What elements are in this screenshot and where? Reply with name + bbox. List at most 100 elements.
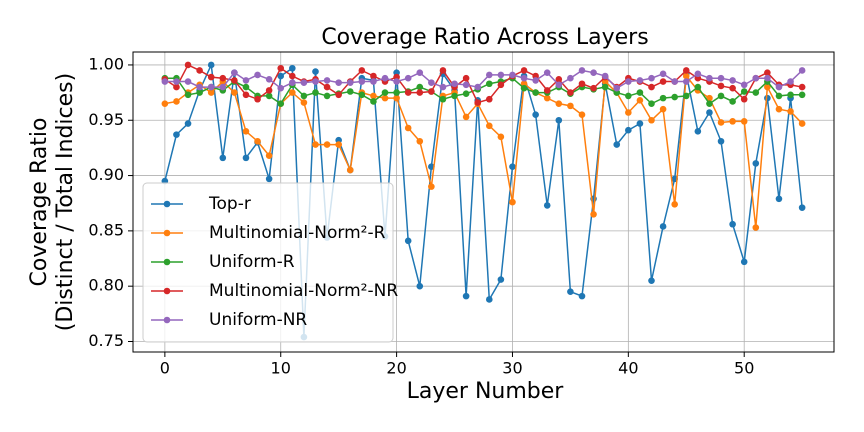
- data-point: [752, 89, 760, 96]
- data-point: [346, 79, 354, 86]
- data-point: [717, 137, 725, 145]
- data-point: [474, 99, 482, 106]
- data-point: [451, 80, 458, 88]
- data-point: [393, 94, 400, 102]
- data-point: [173, 98, 180, 105]
- data-point: [231, 89, 238, 96]
- data-point: [694, 70, 702, 78]
- data-point: [543, 69, 551, 76]
- data-point: [578, 111, 586, 119]
- data-point: [161, 100, 169, 107]
- data-point: [358, 91, 366, 99]
- data-point: [578, 80, 586, 88]
- data-point: [532, 111, 539, 119]
- data-point: [416, 282, 424, 290]
- y-tick-label: 0.90: [88, 165, 124, 184]
- data-point: [404, 124, 412, 132]
- data-point: [509, 163, 516, 171]
- data-point: [381, 94, 389, 102]
- data-point: [787, 108, 794, 115]
- data-point: [567, 74, 574, 82]
- data-point: [717, 119, 725, 126]
- chart-title: Coverage Ratio Across Layers: [321, 25, 648, 50]
- data-point: [578, 292, 586, 300]
- data-point: [312, 78, 319, 85]
- data-point: [613, 141, 621, 148]
- data-point: [532, 77, 539, 84]
- data-point: [346, 166, 354, 174]
- data-point: [404, 89, 412, 96]
- data-point: [312, 68, 319, 75]
- data-point: [439, 95, 447, 103]
- data-point: [173, 131, 180, 138]
- data-point: [543, 202, 551, 209]
- data-point: [798, 204, 806, 211]
- data-point: [520, 74, 528, 82]
- data-point: [543, 87, 551, 94]
- data-point: [173, 83, 180, 91]
- data-point: [694, 128, 702, 135]
- data-point: [207, 83, 215, 91]
- y-tick-label: 0.85: [88, 220, 124, 239]
- data-point: [497, 133, 505, 141]
- data-point: [207, 61, 215, 69]
- data-point: [590, 210, 597, 218]
- data-point: [346, 88, 354, 95]
- data-point: [764, 83, 771, 91]
- data-point: [636, 120, 644, 127]
- data-point: [671, 201, 678, 208]
- data-point: [312, 89, 319, 96]
- data-point: [277, 64, 285, 72]
- data-point: [323, 83, 331, 91]
- data-point: [613, 84, 621, 92]
- data-point: [798, 67, 806, 74]
- data-point: [682, 72, 690, 80]
- data-point: [184, 61, 192, 69]
- data-point: [462, 113, 470, 121]
- data-point: [196, 89, 203, 96]
- series-line: [164, 62, 803, 338]
- data-point: [798, 120, 806, 127]
- data-point: [682, 92, 690, 100]
- data-point: [532, 89, 539, 96]
- data-point: [242, 83, 250, 91]
- legend-label: Multinomial-Norm²-NR: [209, 281, 398, 301]
- data-point: [798, 83, 806, 91]
- data-point: [462, 292, 470, 300]
- data-point: [717, 82, 725, 90]
- legend-label: Uniform-NR: [209, 310, 307, 330]
- data-point: [428, 88, 435, 95]
- data-point: [242, 128, 250, 135]
- data-point: [601, 83, 609, 91]
- data-point: [729, 220, 736, 228]
- data-point: [335, 79, 342, 86]
- y-tick-label: 1.00: [88, 54, 124, 73]
- data-point: [265, 76, 273, 83]
- data-point: [184, 78, 192, 85]
- y-axis-label: (Distinct / Total Indices): [53, 73, 78, 331]
- data-point: [625, 78, 632, 85]
- data-point: [497, 71, 505, 79]
- data-point: [277, 84, 285, 92]
- data-point: [497, 276, 505, 283]
- data-point: [659, 94, 667, 102]
- data-point: [787, 78, 794, 85]
- data-point: [485, 296, 493, 303]
- data-point: [659, 70, 667, 78]
- data-point: [196, 83, 203, 91]
- data-point: [567, 288, 574, 296]
- data-point: [428, 79, 435, 86]
- data-point: [706, 74, 713, 82]
- data-point: [625, 126, 632, 134]
- data-point: [416, 89, 424, 96]
- data-point: [323, 92, 331, 100]
- data-point: [752, 74, 760, 82]
- data-point: [231, 77, 238, 84]
- data-point: [404, 237, 412, 245]
- data-point: [706, 100, 713, 107]
- data-point: [323, 141, 331, 148]
- data-point: [289, 79, 296, 86]
- data-point: [648, 116, 655, 124]
- data-point: [555, 100, 563, 107]
- legend-marker: [163, 229, 171, 237]
